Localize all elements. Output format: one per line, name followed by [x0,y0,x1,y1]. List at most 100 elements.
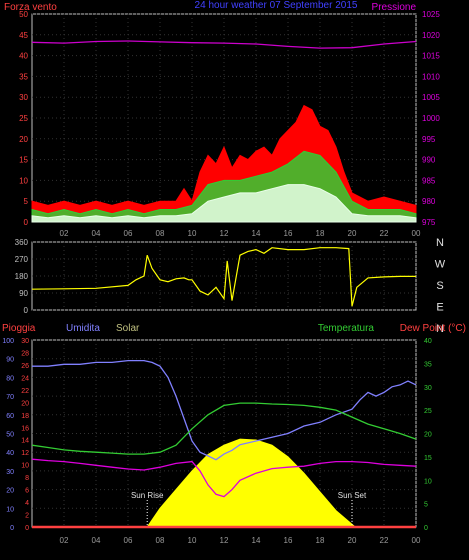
rain-y-tick-label: 20 [21,400,29,407]
wind-x-tick-label: 16 [284,229,293,238]
rain-y-tick-label: 22 [21,388,29,395]
rain-y-tick-label: 0 [25,525,29,532]
direction-y-tick-label: 270 [15,255,29,264]
weather-x-tick-label: 18 [316,536,325,545]
rain-y-tick-label: 2 [25,513,29,520]
temperature-y-tick-label: 15 [424,455,432,462]
weather-x-tick-label: 14 [252,536,261,545]
temperature-legend-label: Temperatura [318,323,375,334]
pressure-y-tick-label: 975 [422,218,436,227]
wind-x-tick-label: 14 [252,229,261,238]
wind-y-tick-label: 0 [24,218,29,227]
pressure-series-line [31,40,417,49]
wind-x-tick-label: 00 [412,229,421,238]
rain-y-tick-label: 14 [21,438,29,445]
humidity-y-tick-label: 30 [6,469,14,476]
compass-label: S [436,280,443,292]
temperature-y-tick-label: 30 [424,385,432,392]
weather-x-tick-label: 08 [156,536,165,545]
rain-y-tick-label: 26 [21,363,29,370]
rain-y-tick-label: 10 [21,463,29,470]
pressure-y-tick-label: 985 [422,176,436,185]
compass-label: N [436,237,444,249]
weather-x-tick-label: 06 [124,536,133,545]
pressure-y-tick-label: 990 [422,156,436,165]
wind-y-tick-label: 5 [24,197,29,206]
humidity-y-tick-label: 60 [6,413,14,420]
solar-area [146,438,357,528]
rain-y-tick-label: 6 [25,488,29,495]
weather-x-tick-label: 10 [188,536,197,545]
weather-x-tick-label: 12 [220,536,229,545]
direction-y-tick-label: 90 [19,289,28,298]
direction-y-tick-label: 0 [24,306,29,315]
wind-y-tick-label: 25 [19,114,28,123]
humidity-y-tick-label: 40 [6,450,14,457]
pressure-legend-label: Pressione [372,2,417,13]
rain-legend-label: Pioggia [2,323,36,334]
pressure-y-tick-label: 980 [422,197,436,206]
solar-legend-label: Solar [116,323,140,334]
weather-x-tick-label: 00 [412,536,421,545]
rain-y-tick-label: 18 [21,413,29,420]
pressure-y-tick-label: 1000 [422,114,440,123]
humidity-legend-label: Umidita [66,323,100,334]
humidity-y-tick-label: 100 [2,338,14,345]
dewpoint-legend-label: Dew Point (°C) [400,323,466,334]
weather-x-tick-label: 22 [380,536,389,545]
pressure-y-tick-label: 1020 [422,31,440,40]
wind-x-tick-label: 02 [60,229,69,238]
wind-y-tick-label: 20 [19,135,28,144]
wind-x-tick-label: 08 [156,229,165,238]
temperature-y-tick-label: 10 [424,478,432,485]
humidity-y-tick-label: 90 [6,357,14,364]
pressure-y-tick-label: 1025 [422,10,440,19]
rain-y-tick-label: 30 [21,338,29,345]
temperature-y-tick-label: 35 [424,361,432,368]
temperature-y-tick-label: 40 [424,338,432,345]
direction-y-tick-label: 360 [15,238,29,247]
weather-series-dew-point [31,458,417,498]
humidity-y-tick-label: 80 [6,375,14,382]
wind-x-tick-label: 12 [220,229,229,238]
wind-y-tick-label: 50 [19,10,28,19]
wind-x-tick-label: 10 [188,229,197,238]
weather-x-tick-label: 02 [60,536,69,545]
pressure-y-tick-label: 1005 [422,93,440,102]
wind-y-tick-label: 10 [19,176,28,185]
weather-x-tick-label: 20 [348,536,357,545]
wind-y-tick-label: 30 [19,93,28,102]
compass-label: W [435,259,446,271]
wind-series-white [31,184,417,223]
compass-label: N [436,323,444,335]
wind-y-tick-label: 40 [19,52,28,61]
rain-y-tick-label: 28 [21,350,29,357]
pressure-y-tick-label: 1015 [422,52,440,61]
sun-marker-label: Sun Set [338,491,367,500]
weather-series-umidita [32,359,417,461]
wind-x-tick-label: 20 [348,229,357,238]
wind-x-tick-label: 22 [380,229,389,238]
pressure-y-tick-label: 995 [422,135,436,144]
humidity-y-tick-label: 70 [6,394,14,401]
wind-y-tick-label: 35 [19,72,28,81]
weather-series-temperatura [31,402,417,455]
direction-y-tick-label: 180 [15,272,29,281]
wind-x-tick-label: 06 [124,229,133,238]
temperature-y-tick-label: 20 [424,432,432,439]
wind-direction-line [31,247,416,307]
temperature-y-tick-label: 25 [424,408,432,415]
temperature-y-tick-label: 5 [424,502,428,509]
temperature-y-tick-label: 0 [424,525,428,532]
rain-y-tick-label: 12 [21,450,29,457]
rain-y-tick-label: 4 [25,500,29,507]
rain-y-tick-label: 8 [25,475,29,482]
wind-x-tick-label: 04 [92,229,101,238]
pressure-y-tick-label: 1010 [422,72,440,81]
rain-y-tick-label: 16 [21,425,29,432]
sun-marker-label: Sun Rise [131,491,164,500]
rain-y-tick-label: 24 [21,375,29,382]
humidity-y-tick-label: 50 [6,432,14,439]
